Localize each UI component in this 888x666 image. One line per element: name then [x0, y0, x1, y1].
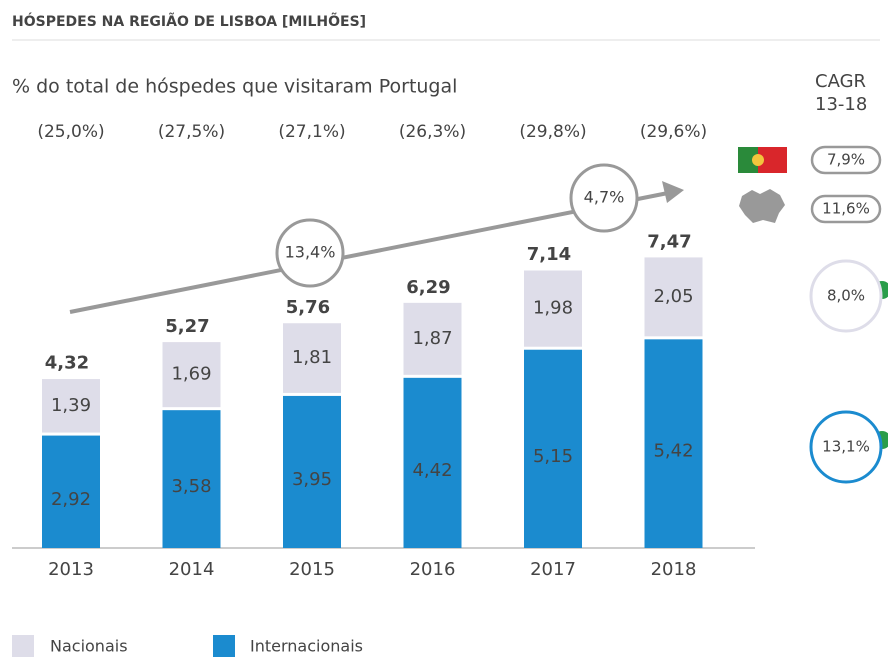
- share-label: (26,3%): [399, 122, 466, 142]
- bar-segment: [283, 395, 341, 548]
- cagr-circle: [809, 259, 883, 333]
- share-label: (27,5%): [158, 122, 225, 142]
- bar-segment: [644, 339, 703, 548]
- total-label: 7,47: [647, 231, 691, 252]
- bar-segment: [403, 377, 462, 548]
- x-tick-label: 2016: [410, 559, 456, 580]
- segment-label: 5,42: [653, 441, 693, 462]
- total-label: 5,76: [286, 297, 330, 318]
- share-label: (29,6%): [640, 122, 707, 142]
- bar-segment: [644, 257, 703, 337]
- total-label: 4,32: [45, 353, 89, 374]
- share-label: (29,8%): [519, 122, 586, 142]
- cagr-label: 11,6%: [822, 200, 870, 218]
- x-tick-label: 2018: [651, 559, 697, 580]
- bar-segment: [42, 379, 100, 433]
- chart-title: HÓSPEDES NA REGIÃO DE LISBOA [MILHÕES]: [12, 12, 366, 30]
- bar-segment: [403, 302, 462, 375]
- x-tick-label: 2015: [289, 559, 335, 580]
- arrow-head: [662, 181, 684, 203]
- segment-label: 1,98: [533, 298, 573, 319]
- bar-segment: [524, 270, 582, 347]
- total-label: 5,27: [165, 316, 209, 337]
- legend-swatch: [12, 635, 34, 657]
- x-tick-label: 2014: [169, 559, 215, 580]
- x-tick-label: 2013: [48, 559, 94, 580]
- segment-label: 5,15: [533, 446, 573, 467]
- bar-segment: [283, 323, 341, 393]
- annotation-label: 4,7%: [584, 188, 625, 207]
- trend-arrow: [69, 191, 669, 314]
- segment-label: 4,42: [412, 460, 452, 481]
- portugal-flag: [738, 147, 787, 173]
- x-tick-label: 2017: [530, 559, 576, 580]
- total-label: 6,29: [406, 277, 450, 298]
- segment-label: 3,58: [171, 476, 211, 497]
- cagr-label: 7,9%: [827, 151, 865, 169]
- cagr-period: 13-18: [815, 94, 867, 115]
- legend-label: Internacionais: [250, 637, 363, 656]
- segment-label: 3,95: [292, 469, 332, 490]
- cagr-label: 8,0%: [827, 287, 865, 305]
- cagr-title: CAGR: [815, 71, 866, 92]
- region-map-icon: [739, 189, 785, 223]
- share-label: (27,1%): [278, 122, 345, 142]
- segment-label: 2,05: [653, 286, 693, 307]
- bar-segment: [42, 435, 100, 548]
- bar-segment: [524, 349, 582, 548]
- segment-label: 1,69: [171, 364, 211, 385]
- segment-label: 1,87: [412, 328, 452, 349]
- chart-subtitle: % do total de hóspedes que visitaram Por…: [12, 76, 457, 98]
- bar-segment: [162, 342, 221, 408]
- annotation-circle: [275, 218, 345, 288]
- annotation-circle: [569, 163, 639, 233]
- cagr-label: 13,1%: [822, 438, 870, 456]
- cagr-pill: [810, 145, 882, 175]
- segment-label: 2,92: [51, 489, 91, 510]
- share-label: (25,0%): [37, 122, 104, 142]
- segment-label: 1,39: [51, 395, 91, 416]
- bar-segment: [162, 410, 221, 548]
- legend-label: Nacionais: [50, 637, 128, 656]
- annotation-label: 13,4%: [285, 243, 336, 262]
- cagr-circle: [809, 410, 883, 484]
- segment-label: 1,81: [292, 347, 332, 368]
- cagr-pill: [810, 194, 882, 224]
- total-label: 7,14: [527, 244, 571, 265]
- legend-swatch: [213, 635, 235, 657]
